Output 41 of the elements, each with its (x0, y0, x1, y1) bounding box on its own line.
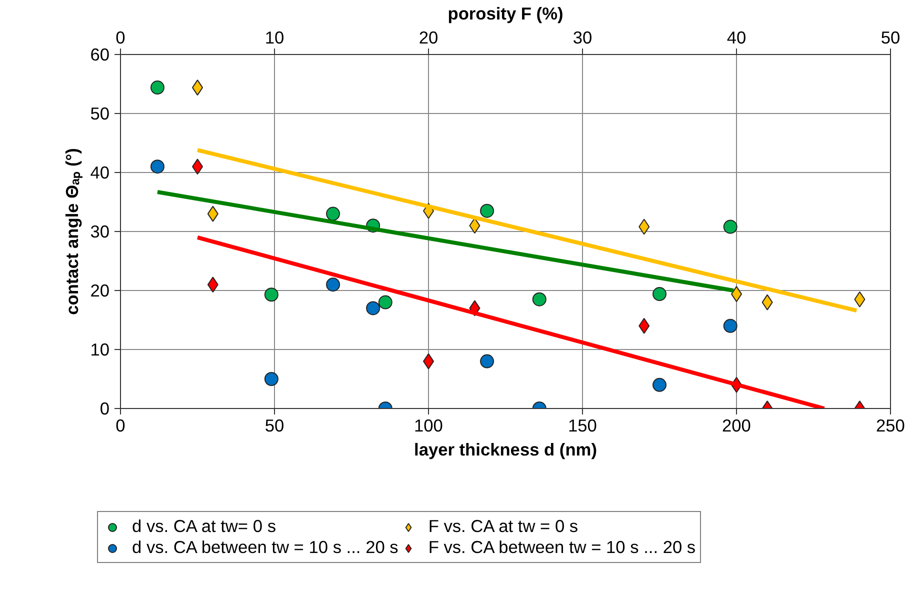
point (264, 288, 278, 302)
x2-tick-label: 50 (880, 28, 900, 48)
y-tick-label: 60 (90, 44, 110, 64)
y-tick-label: 40 (90, 162, 110, 182)
point (723, 220, 738, 234)
x-axis-title: layer thickness d (nm) (414, 440, 597, 460)
y-axis-title: contact angle Θₐₚ (°) (62, 148, 84, 315)
point (150, 80, 164, 95)
y-tick-label: 20 (90, 280, 110, 300)
point (150, 160, 164, 174)
y-tick-label: 10 (90, 340, 110, 360)
point (366, 301, 380, 316)
point (652, 287, 666, 302)
point (378, 295, 392, 310)
x-tick-label: 200 (722, 416, 751, 436)
point (480, 354, 494, 368)
x2-tick-label: 30 (572, 28, 592, 48)
legend-label: d vs. CA at tw= 0 s (132, 516, 276, 537)
legend-label: d vs. CA between tw = 10 s ... 20 s (132, 537, 398, 558)
x-tick-label: 50 (264, 416, 284, 436)
point (652, 378, 666, 392)
x-tick-label: 0 (116, 416, 126, 436)
y-tick-label: 30 (90, 222, 110, 242)
point (326, 278, 340, 292)
x2-axis-title: porosity F (%) (448, 4, 564, 24)
point (532, 292, 546, 306)
legend-label: F vs. CA at tw = 0 s (428, 516, 578, 537)
point (723, 318, 738, 333)
x2-tick-label: 20 (418, 28, 438, 48)
point (264, 372, 278, 386)
y-tick-label: 0 (100, 398, 110, 418)
x-tick-label: 150 (568, 416, 597, 436)
x2-tick-label: 0 (116, 28, 126, 48)
x2-tick-label: 10 (264, 28, 284, 48)
x-tick-label: 100 (414, 416, 443, 436)
legend-label: F vs. CA between tw = 10 s ... 20 s (428, 537, 696, 558)
x2-tick-label: 40 (726, 28, 746, 48)
point (326, 206, 340, 221)
point (480, 204, 494, 218)
x-tick-label: 250 (876, 416, 905, 436)
y-tick-label: 50 (90, 104, 110, 124)
